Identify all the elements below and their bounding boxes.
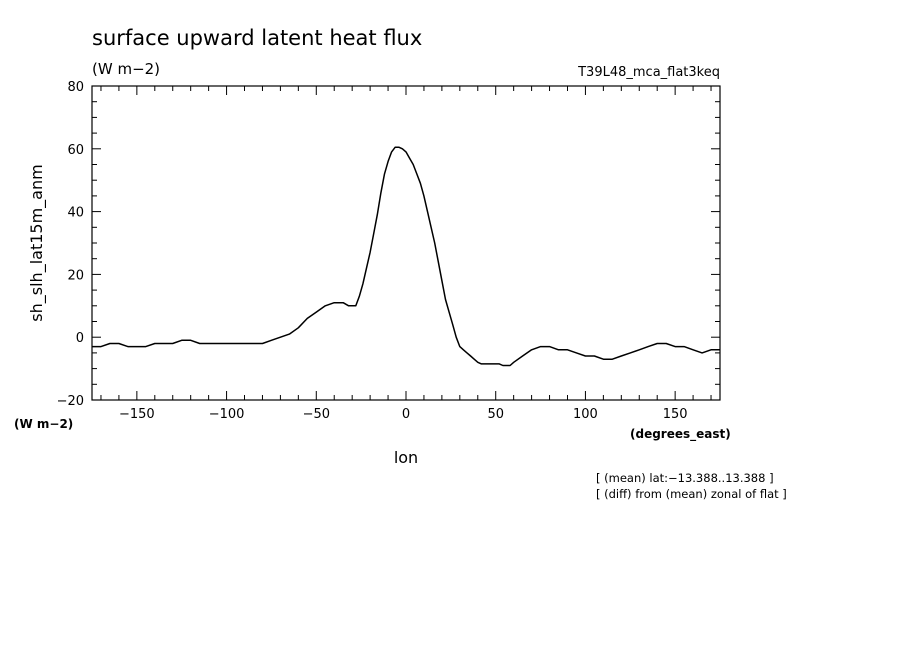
x-tick-labels: −150 −100 −50 0 50 100 150 [119,407,688,422]
x-unit-label: (degrees_east) [630,427,731,442]
x-tick-label: −150 [119,407,155,422]
y-unit-label: (W m−2) [14,417,73,431]
y-tick-label: 80 [67,80,84,95]
y-tick-label: 20 [67,268,84,283]
x-tick-label: 50 [487,407,504,422]
y-axis-label: sh_slh_lat15m_anm [27,164,47,321]
chart-subtitle: (W m−2) [92,60,160,78]
y-tick-label: 60 [67,143,84,158]
note-mean-lat: [ (mean) lat:−13.388..13.388 ] [596,471,774,485]
run-label: T39L48_mca_flat3keq [577,65,720,80]
y-tick-label: −20 [57,394,84,409]
plot-frame [91,85,721,401]
x-tick-label: −100 [209,407,245,422]
y-tick-label: 40 [67,206,84,221]
x-tick-label: 150 [663,407,688,422]
y-tick-labels: −20 0 20 40 60 80 [57,80,84,409]
x-tick-label: 100 [573,407,598,422]
axis-ticks [92,85,720,401]
chart-title: surface upward latent heat flux [92,26,422,50]
x-axis-label: lon [394,448,418,467]
series-line [92,146,720,367]
x-tick-label: −50 [303,407,330,422]
x-tick-label: 0 [402,407,410,422]
y-tick-label: 0 [76,331,84,346]
note-diff-zonal: [ (diff) from (mean) zonal of flat ] [596,487,787,501]
